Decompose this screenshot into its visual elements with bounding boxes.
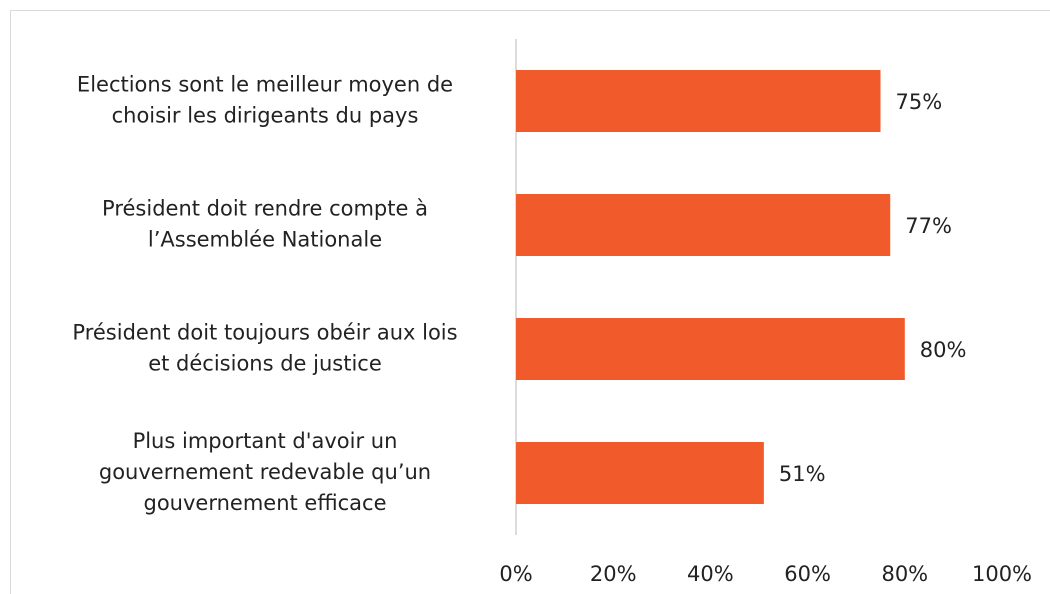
y-tick-label: Elections sont le meilleur moyen de chois… [77,73,453,128]
x-tick-label: 40% [687,562,734,586]
x-tick-label: 0% [499,562,532,586]
value-label: 51% [779,462,826,486]
x-tick-label: 60% [784,562,831,586]
value-label: 77% [905,214,952,238]
y-tick-label: Président doit rendre compte à l’Assemblé… [102,197,428,252]
bar [516,70,881,132]
x-tick-label: 80% [881,562,928,586]
frame [10,10,1050,594]
x-tick-label: 100% [972,562,1032,586]
value-label: 75% [896,90,943,114]
bar [516,318,905,380]
x-tick-label: 20% [590,562,637,586]
bar [516,442,764,504]
value-label: 80% [920,338,967,362]
bar [516,194,891,256]
y-tick-label: Président doit toujours obéir aux lois et… [72,321,457,376]
y-tick-label: Plus important d'avoir un gouvernement re… [99,429,431,515]
